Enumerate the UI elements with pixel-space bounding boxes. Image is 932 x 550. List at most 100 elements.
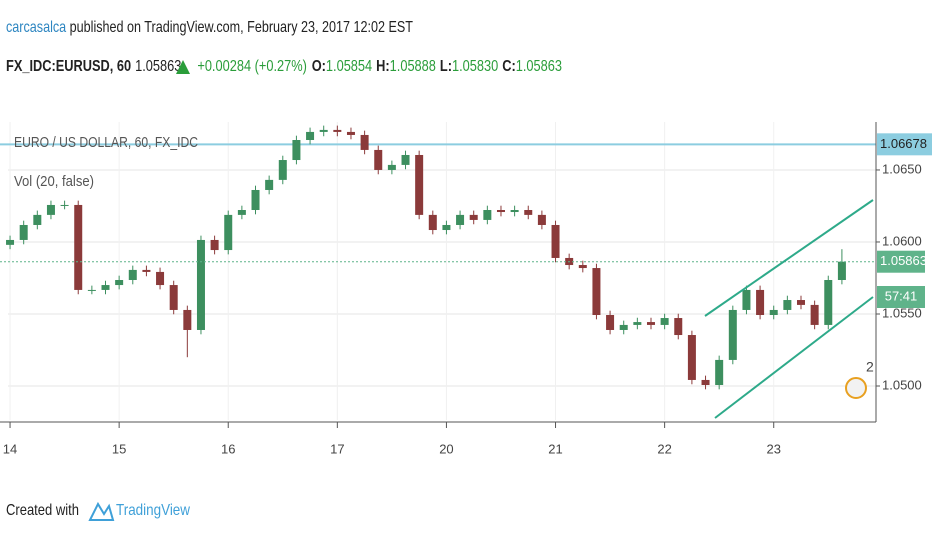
candle-body (742, 289, 751, 310)
h-value: 1.05888 (390, 58, 436, 75)
o-label: O: (312, 58, 326, 75)
candle-body (578, 265, 587, 269)
y-tick-label: 1.0550 (882, 305, 922, 320)
candle-body (401, 154, 410, 165)
candle-body (796, 300, 805, 305)
candle-body (728, 309, 737, 360)
candle-body (537, 214, 546, 225)
candle-body (183, 309, 192, 330)
candle-body (101, 285, 110, 290)
candle-body (87, 289, 96, 291)
x-tick-label: 20 (439, 441, 453, 456)
y-tick-label: 1.0600 (882, 233, 922, 248)
candle-body (469, 214, 478, 220)
candle-body (660, 318, 669, 325)
candle-body (360, 134, 369, 150)
candle-body (387, 164, 396, 170)
logo[interactable] (88, 501, 115, 521)
candle-body (415, 154, 424, 215)
candle-body (837, 261, 846, 281)
published: published on TradingView.com, February 2… (66, 19, 413, 36)
candle-body (265, 179, 274, 190)
created-with: Created with (6, 502, 79, 519)
candle-body (769, 309, 778, 316)
x-tick-label: 16 (221, 441, 235, 456)
c-label: C: (502, 58, 516, 75)
candle-body (551, 224, 560, 258)
ticker-line: FX_IDC:EURUSD, 601.05863 +0.00284 (+0.27%… (6, 58, 562, 75)
candle-body (33, 214, 42, 225)
countdown-box (877, 286, 925, 308)
candle-body (6, 239, 15, 245)
x-tick-label: 17 (330, 441, 344, 456)
last-price-box (877, 250, 925, 273)
candle-body (115, 280, 124, 286)
author[interactable]: carcasalca (6, 19, 66, 36)
x-tick-label: 23 (766, 441, 780, 456)
candle-body (428, 214, 437, 231)
candle-body (319, 129, 328, 132)
candle-body (442, 224, 451, 231)
candle-body (156, 271, 165, 286)
candle-body (483, 210, 492, 220)
event-icon[interactable] (845, 377, 867, 399)
event-count: 2 (866, 359, 874, 375)
candle-body (606, 315, 615, 330)
candle-body (510, 210, 519, 213)
level-label: 1.06678 (880, 136, 927, 151)
up-arrow (176, 60, 190, 74)
candle-body (687, 335, 696, 380)
candle-body (278, 160, 287, 180)
countdown: 57:41 (885, 288, 918, 303)
candle-body (346, 131, 355, 135)
brand[interactable]: TradingView (116, 502, 190, 519)
candle-body (646, 322, 655, 325)
candle-body (306, 131, 315, 141)
x-tick-label: 14 (3, 441, 17, 456)
candle-body (374, 149, 383, 170)
candle-body (128, 269, 137, 281)
candle-body (19, 224, 28, 240)
candle-body (633, 322, 642, 325)
candle-body (237, 210, 246, 215)
candle-body (592, 268, 601, 316)
candle-body (169, 285, 178, 310)
x-tick-label: 21 (548, 441, 562, 456)
level-box (877, 133, 932, 156)
candle-body (46, 204, 55, 215)
candle-body (701, 379, 710, 386)
o-value: 1.05854 (326, 58, 372, 75)
y-tick-label: 1.0500 (882, 377, 922, 392)
l-value: 1.05830 (452, 58, 498, 75)
candle-body (251, 189, 260, 211)
x-tick-label: 22 (657, 441, 671, 456)
candle-body (60, 204, 69, 206)
candle-body (810, 304, 819, 325)
candle-body (783, 300, 792, 310)
candle-body (210, 239, 219, 251)
last: 1.05863 (135, 58, 181, 75)
candle-body (292, 140, 301, 161)
candle-body (496, 210, 505, 213)
candle-body (715, 359, 724, 386)
candle-body (74, 204, 83, 290)
legend-volume: Vol (20, false) (14, 173, 94, 190)
candle-body (224, 214, 233, 251)
legend-symbol: EURO / US DOLLAR, 60, FX_IDC (14, 134, 198, 151)
candle-body (619, 324, 628, 330)
c-value: 1.05863 (516, 58, 562, 75)
change: +0.00284 (+0.27%) (197, 58, 307, 75)
publish-line: carcasalca published on TradingView.com,… (6, 19, 413, 36)
candle-body (142, 269, 151, 272)
plot: 1.0500 1.0550 1.0600 1.0650 14 15 16 17 20 21 22 23 (0, 122, 922, 456)
x-tick-label: 15 (112, 441, 126, 456)
candle-body (674, 318, 683, 336)
channel-upper (704, 199, 874, 317)
channel-lower (714, 296, 874, 419)
h-label: H: (376, 58, 390, 75)
y-tick-label: 1.0650 (882, 161, 922, 176)
l-label: L: (440, 58, 452, 75)
candle-body (524, 210, 533, 215)
candle-body (824, 280, 833, 325)
